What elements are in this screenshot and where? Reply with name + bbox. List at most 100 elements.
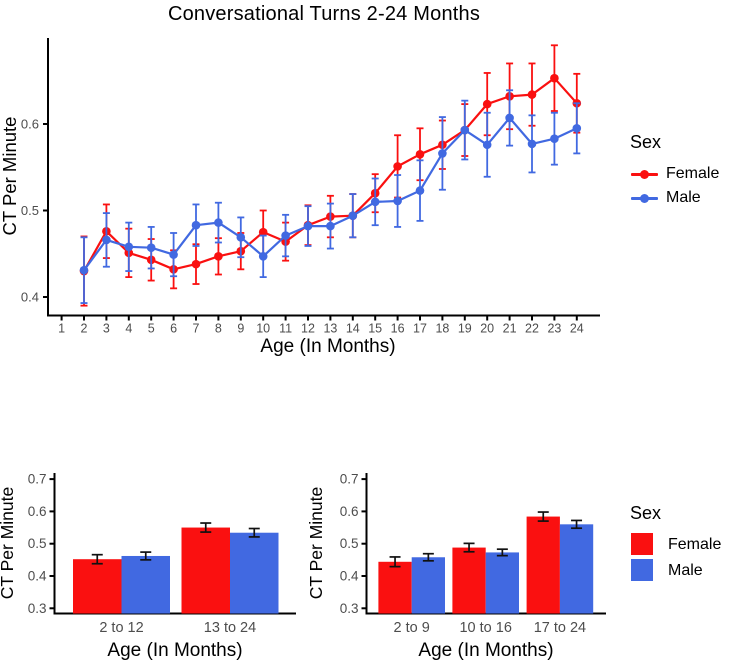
x-axis-title: Age (In Months) <box>107 640 242 661</box>
legend-title: Sex <box>630 503 662 523</box>
y-tick-label: 0.7 <box>340 472 359 487</box>
data-point <box>258 227 268 237</box>
x-axis-title: Age (In Months) <box>418 640 553 661</box>
data-point <box>415 149 425 159</box>
bar-female <box>378 561 412 614</box>
legend-item-male: Male <box>630 558 721 584</box>
legend-item-female: Female <box>630 532 721 558</box>
x-tick-label: 8 <box>215 322 222 336</box>
bar-female <box>526 516 560 614</box>
x-tick-label: 5 <box>148 322 155 336</box>
x-tick-label: 21 <box>503 322 517 336</box>
data-point <box>124 242 134 252</box>
bar-chart-1: 0.3 0.4 0.5 0.6 0.7 2 to 12 13 to 24 Age (In Mo… <box>0 472 296 661</box>
x-tick-label: 18 <box>435 322 449 336</box>
data-point <box>348 211 358 220</box>
data-point <box>527 139 537 149</box>
category-label: 2 to 12 <box>99 620 143 636</box>
x-axis-title: Age (In Months) <box>260 336 395 357</box>
category-label: 13 to 24 <box>204 620 256 636</box>
male-line-glyph <box>630 186 660 210</box>
y-tick-label: 0.7 <box>28 472 47 487</box>
bar-female <box>73 559 122 614</box>
data-point <box>258 252 268 261</box>
legend-title: Sex <box>630 132 662 152</box>
x-tick-label: 16 <box>391 322 405 336</box>
series-male <box>79 89 582 304</box>
line-chart-title: Conversational Turns 2-24 Months <box>167 3 481 25</box>
legend-dot-icon <box>640 170 649 179</box>
y-tick-label: 0.4 <box>21 290 39 305</box>
data-point <box>102 235 111 245</box>
data-point <box>303 221 313 231</box>
x-tick-label: 13 <box>323 322 337 336</box>
data-point <box>527 90 537 99</box>
bar-male <box>411 557 445 614</box>
x-tick-label: 14 <box>346 322 360 336</box>
data-point <box>281 231 290 240</box>
y-tick-label: 0.3 <box>340 601 359 616</box>
y-tick-label: 0.6 <box>28 504 47 519</box>
data-point <box>236 233 246 242</box>
data-point <box>393 196 402 206</box>
data-point <box>393 162 402 171</box>
legend-square-icon <box>631 533 653 555</box>
data-point <box>169 250 178 259</box>
x-tick-label: 10 <box>256 322 270 336</box>
data-point <box>550 73 559 83</box>
x-tick-label: 20 <box>480 322 494 336</box>
x-tick-label: 15 <box>368 322 382 336</box>
bar-male <box>121 555 170 614</box>
legend-dot-icon <box>640 194 649 203</box>
x-tick-label: 22 <box>525 322 539 336</box>
x-tick-label: 4 <box>125 322 132 336</box>
data-point <box>214 218 223 227</box>
legend-item-label: Male <box>666 189 701 206</box>
data-point <box>191 259 201 269</box>
data-point <box>482 140 492 150</box>
series-female <box>79 44 582 307</box>
x-tick-label: 1 <box>58 322 65 336</box>
line-chart-legend: Sex Female Male <box>630 132 719 210</box>
y-tick-label: 0.5 <box>340 536 359 551</box>
data-point <box>505 113 514 123</box>
female-line-glyph <box>630 162 660 186</box>
y-tick-label: 0.6 <box>21 117 39 132</box>
bar-female <box>181 527 230 614</box>
data-point <box>370 197 380 207</box>
x-tick-label: 19 <box>458 322 472 336</box>
x-tick-label: 24 <box>570 322 584 336</box>
category-label: 2 to 9 <box>394 620 430 636</box>
data-point <box>214 252 223 261</box>
data-point <box>460 125 470 135</box>
category-label: 17 to 24 <box>534 620 586 636</box>
bar-male <box>485 552 519 614</box>
data-point <box>146 243 156 252</box>
data-point <box>79 265 89 275</box>
y-axis-title: CT Per Minute <box>0 487 17 600</box>
y-tick-label: 0.6 <box>340 504 359 519</box>
data-point <box>326 221 335 231</box>
x-tick-label: 7 <box>193 322 200 336</box>
male-square-glyph <box>630 558 662 584</box>
x-tick-label: 9 <box>237 322 244 336</box>
legend-item-male: Male <box>630 186 719 210</box>
data-point <box>572 124 582 133</box>
line-chart: 0.40.50.61 2 3 4 5 6 7 8 9 10 11 12 13 14 15 16 17 18 19 20… <box>0 38 600 357</box>
legend-item-label: Female <box>668 536 722 553</box>
y-tick-label: 0.5 <box>21 203 39 218</box>
legend-item-label: Female <box>666 165 720 182</box>
bar-male <box>230 532 279 614</box>
y-axis-title: CT Per Minute <box>306 487 326 600</box>
x-tick-label: 6 <box>170 322 177 336</box>
y-axis-title: CT Per Minute <box>0 117 20 236</box>
legend-item-label: Male <box>668 562 703 579</box>
data-point <box>482 99 492 109</box>
x-tick-label: 17 <box>413 322 427 336</box>
legend-item-female: Female <box>630 162 719 186</box>
data-point <box>415 186 425 195</box>
x-tick-label: 12 <box>301 322 315 336</box>
x-tick-label: 2 <box>81 322 88 336</box>
